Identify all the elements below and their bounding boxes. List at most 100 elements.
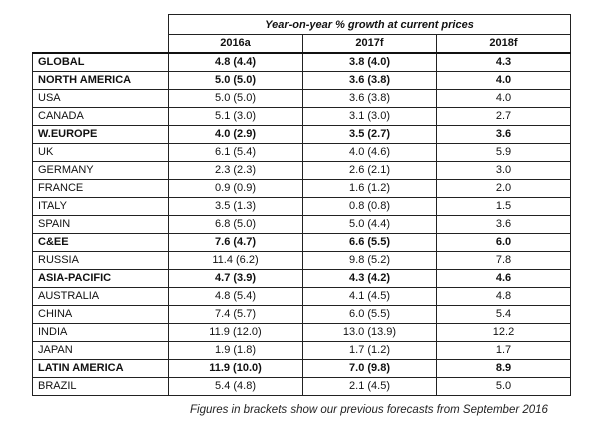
value-cell-2017f: 7.0 (9.8) bbox=[302, 358, 437, 378]
value-cell-2017f: 9.8 (5.2) bbox=[302, 250, 437, 270]
table-row: NORTH AMERICA 5.0 (5.0) 3.6 (3.8) 4.0 bbox=[32, 70, 571, 90]
value-cell-2017f: 3.1 (3.0) bbox=[302, 106, 437, 126]
value-cell-2017f: 4.0 (4.6) bbox=[302, 142, 437, 162]
value-cell-2018f: 5.4 bbox=[436, 304, 571, 324]
value-cell-2018f: 4.8 bbox=[436, 286, 571, 306]
value-cell-2018f: 5.0 bbox=[436, 376, 571, 396]
region-label: INDIA bbox=[32, 322, 169, 342]
value-cell-2018f: 2.7 bbox=[436, 106, 571, 126]
value-cell-2016a: 0.9 (0.9) bbox=[168, 178, 303, 198]
table-row: JAPAN 1.9 (1.8) 1.7 (1.2) 1.7 bbox=[32, 340, 571, 360]
value-cell-2018f: 7.8 bbox=[436, 250, 571, 270]
region-label: C&EE bbox=[32, 232, 169, 252]
value-cell-2018f: 12.2 bbox=[436, 322, 571, 342]
table-row: ASIA-PACIFIC 4.7 (3.9) 4.3 (4.2) 4.6 bbox=[32, 268, 571, 288]
region-label: BRAZIL bbox=[32, 376, 169, 396]
value-cell-2016a: 11.9 (10.0) bbox=[168, 358, 303, 378]
value-cell-2016a: 4.7 (3.9) bbox=[168, 268, 303, 288]
value-cell-2018f: 4.6 bbox=[436, 268, 571, 288]
value-cell-2018f: 4.3 bbox=[436, 51, 571, 72]
blank-corner-cell bbox=[32, 14, 169, 35]
table-row: USA 5.0 (5.0) 3.6 (3.8) 4.0 bbox=[32, 88, 571, 108]
value-cell-2017f: 4.1 (4.5) bbox=[302, 286, 437, 306]
value-cell-2016a: 7.4 (5.7) bbox=[168, 304, 303, 324]
region-label: NORTH AMERICA bbox=[32, 70, 169, 90]
value-cell-2018f: 5.9 bbox=[436, 142, 571, 162]
value-cell-2016a: 4.0 (2.9) bbox=[168, 124, 303, 144]
value-cell-2017f: 6.0 (5.5) bbox=[302, 304, 437, 324]
value-cell-2017f: 6.6 (5.5) bbox=[302, 232, 437, 252]
column-header-row: 2016a 2017f 2018f bbox=[32, 34, 571, 53]
value-cell-2017f: 3.8 (4.0) bbox=[302, 51, 437, 72]
region-label: USA bbox=[32, 88, 169, 108]
table-row: BRAZIL 5.4 (4.8) 2.1 (4.5) 5.0 bbox=[32, 376, 571, 396]
region-label: LATIN AMERICA bbox=[32, 358, 169, 378]
value-cell-2016a: 4.8 (4.4) bbox=[168, 51, 303, 72]
region-label: GERMANY bbox=[32, 160, 169, 180]
value-cell-2018f: 6.0 bbox=[436, 232, 571, 252]
table-caption: Year-on-year % growth at current prices bbox=[168, 14, 571, 35]
value-cell-2017f: 0.8 (0.8) bbox=[302, 196, 437, 216]
table-row: GLOBAL 4.8 (4.4) 3.8 (4.0) 4.3 bbox=[32, 51, 571, 72]
column-header-2016a: 2016a bbox=[168, 34, 303, 53]
value-cell-2017f: 13.0 (13.9) bbox=[302, 322, 437, 342]
region-label: AUSTRALIA bbox=[32, 286, 169, 306]
value-cell-2016a: 5.1 (3.0) bbox=[168, 106, 303, 126]
table-row: UK 6.1 (5.4) 4.0 (4.6) 5.9 bbox=[32, 142, 571, 162]
caption-row: Year-on-year % growth at current prices bbox=[32, 14, 571, 35]
table-row: INDIA 11.9 (12.0) 13.0 (13.9) 12.2 bbox=[32, 322, 571, 342]
table-row: CHINA 7.4 (5.7) 6.0 (5.5) 5.4 bbox=[32, 304, 571, 324]
region-label: JAPAN bbox=[32, 340, 169, 360]
table-row: C&EE 7.6 (4.7) 6.6 (5.5) 6.0 bbox=[32, 232, 571, 252]
table-row: W.EUROPE 4.0 (2.9) 3.5 (2.7) 3.6 bbox=[32, 124, 571, 144]
value-cell-2016a: 11.4 (6.2) bbox=[168, 250, 303, 270]
table-row: RUSSIA 11.4 (6.2) 9.8 (5.2) 7.8 bbox=[32, 250, 571, 270]
value-cell-2016a: 6.8 (5.0) bbox=[168, 214, 303, 234]
value-cell-2018f: 3.6 bbox=[436, 214, 571, 234]
value-cell-2017f: 3.6 (3.8) bbox=[302, 70, 437, 90]
value-cell-2017f: 3.5 (2.7) bbox=[302, 124, 437, 144]
table-row: FRANCE 0.9 (0.9) 1.6 (1.2) 2.0 bbox=[32, 178, 571, 198]
value-cell-2018f: 1.7 bbox=[436, 340, 571, 360]
table-row: CANADA 5.1 (3.0) 3.1 (3.0) 2.7 bbox=[32, 106, 571, 126]
value-cell-2017f: 2.1 (4.5) bbox=[302, 376, 437, 396]
blank-corner-cell bbox=[32, 34, 169, 53]
value-cell-2017f: 2.6 (2.1) bbox=[302, 160, 437, 180]
region-label: CHINA bbox=[32, 304, 169, 324]
region-label: ASIA-PACIFIC bbox=[32, 268, 169, 288]
region-label: FRANCE bbox=[32, 178, 169, 198]
value-cell-2017f: 1.6 (1.2) bbox=[302, 178, 437, 198]
value-cell-2017f: 1.7 (1.2) bbox=[302, 340, 437, 360]
value-cell-2016a: 3.5 (1.3) bbox=[168, 196, 303, 216]
value-cell-2017f: 4.3 (4.2) bbox=[302, 268, 437, 288]
value-cell-2018f: 1.5 bbox=[436, 196, 571, 216]
value-cell-2016a: 5.4 (4.8) bbox=[168, 376, 303, 396]
region-label: GLOBAL bbox=[32, 51, 169, 72]
value-cell-2018f: 3.0 bbox=[436, 160, 571, 180]
region-label: SPAIN bbox=[32, 214, 169, 234]
table-row: ITALY 3.5 (1.3) 0.8 (0.8) 1.5 bbox=[32, 196, 571, 216]
region-label: CANADA bbox=[32, 106, 169, 126]
table-row: GERMANY 2.3 (2.3) 2.6 (2.1) 3.0 bbox=[32, 160, 571, 180]
region-label: W.EUROPE bbox=[32, 124, 169, 144]
region-label: RUSSIA bbox=[32, 250, 169, 270]
value-cell-2016a: 11.9 (12.0) bbox=[168, 322, 303, 342]
value-cell-2018f: 2.0 bbox=[436, 178, 571, 198]
value-cell-2016a: 1.9 (1.8) bbox=[168, 340, 303, 360]
value-cell-2018f: 4.0 bbox=[436, 70, 571, 90]
region-label: UK bbox=[32, 142, 169, 162]
table-row: AUSTRALIA 4.8 (5.4) 4.1 (4.5) 4.8 bbox=[32, 286, 571, 306]
value-cell-2016a: 2.3 (2.3) bbox=[168, 160, 303, 180]
value-cell-2018f: 3.6 bbox=[436, 124, 571, 144]
table-row: SPAIN 6.8 (5.0) 5.0 (4.4) 3.6 bbox=[32, 214, 571, 234]
value-cell-2016a: 4.8 (5.4) bbox=[168, 286, 303, 306]
value-cell-2017f: 3.6 (3.8) bbox=[302, 88, 437, 108]
value-cell-2018f: 4.0 bbox=[436, 88, 571, 108]
footnote: Figures in brackets show our previous fo… bbox=[190, 404, 548, 416]
value-cell-2016a: 7.6 (4.7) bbox=[168, 232, 303, 252]
growth-forecast-table: Year-on-year % growth at current prices … bbox=[32, 14, 571, 396]
column-header-2017f: 2017f bbox=[302, 34, 437, 53]
value-cell-2017f: 5.0 (4.4) bbox=[302, 214, 437, 234]
value-cell-2018f: 8.9 bbox=[436, 358, 571, 378]
